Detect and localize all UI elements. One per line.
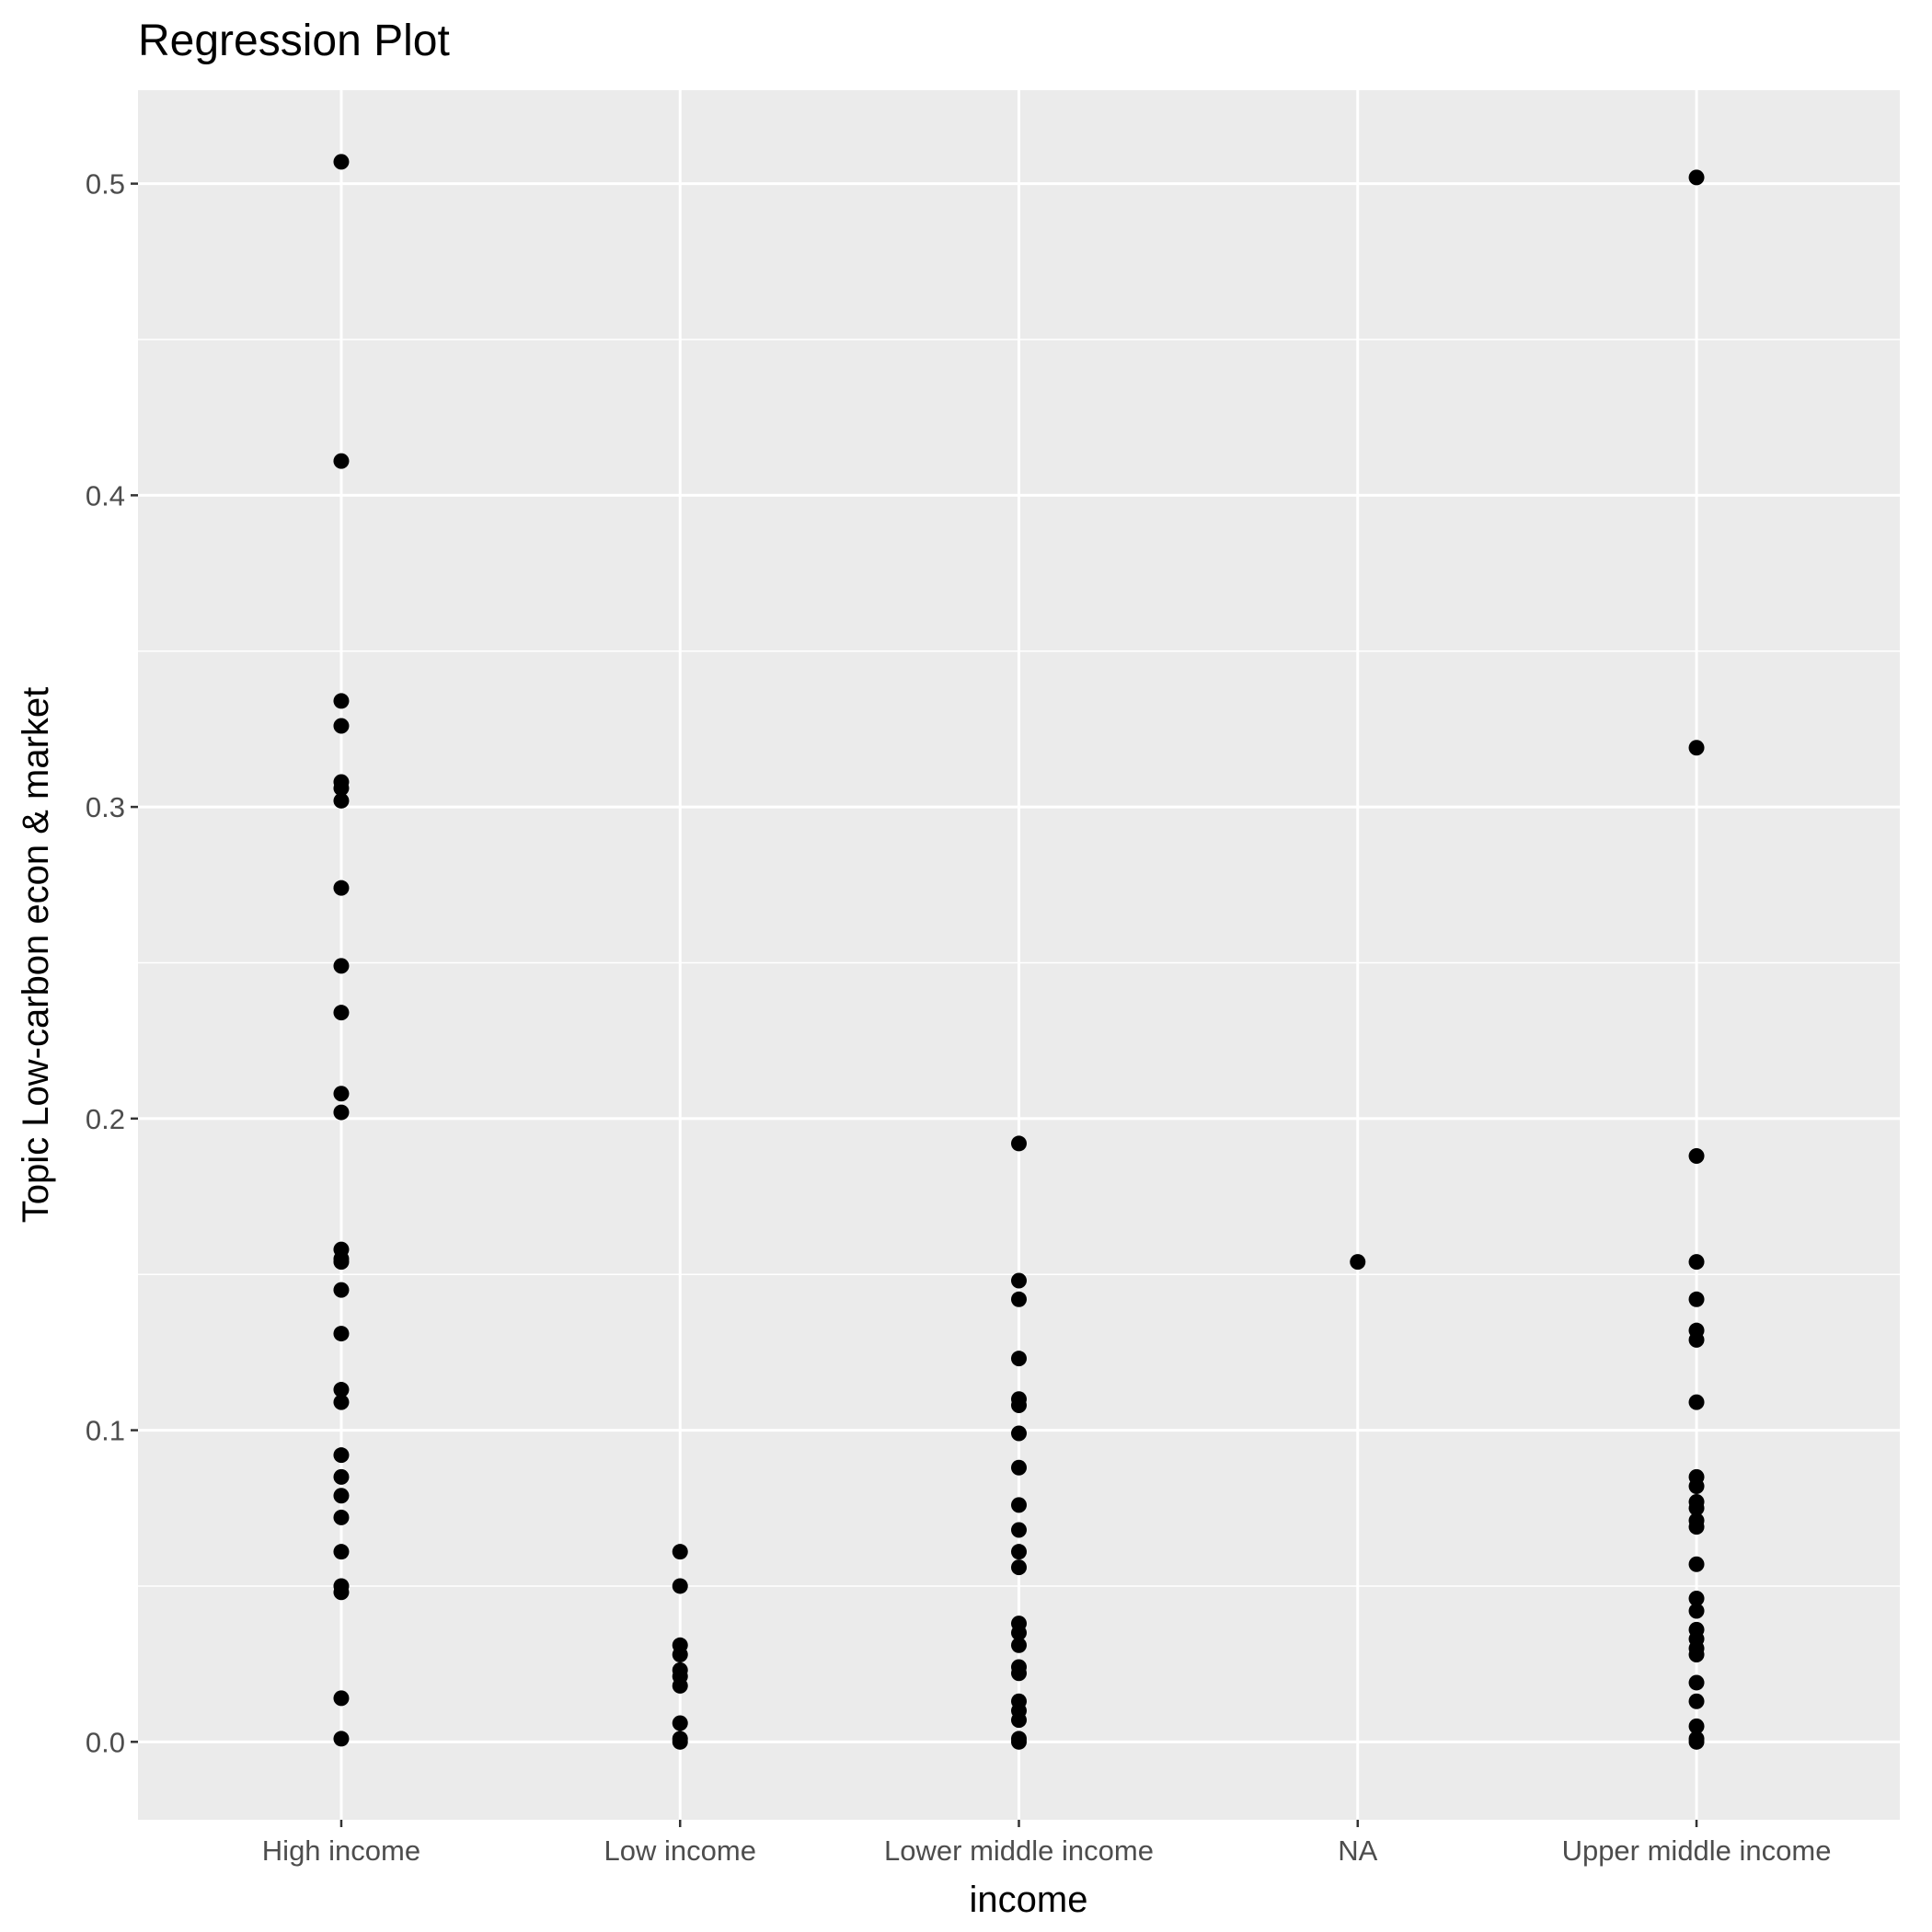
x-tick-label: Lower middle income	[884, 1834, 1154, 1867]
major-gridlines	[138, 90, 1900, 1820]
data-point	[333, 958, 350, 974]
y-tick-label: 0.2	[86, 1103, 125, 1135]
data-point	[1011, 1544, 1027, 1560]
data-point	[333, 1282, 350, 1298]
data-point	[1011, 1733, 1027, 1750]
data-point	[1688, 1147, 1705, 1164]
data-point	[333, 693, 350, 709]
data-point	[1688, 1603, 1705, 1619]
data-point	[1688, 169, 1705, 186]
x-axis: High income Low income Lower middle income…	[262, 1820, 1832, 1867]
data-point	[1688, 1693, 1705, 1709]
y-tick-label: 0.5	[86, 168, 125, 201]
data-point	[333, 1382, 350, 1398]
data-point	[1011, 1625, 1027, 1641]
y-tick-label: 0.1	[86, 1415, 125, 1447]
data-point	[672, 1646, 688, 1662]
data-point	[1011, 1497, 1027, 1513]
data-point	[672, 1578, 688, 1594]
data-point	[1688, 1478, 1705, 1495]
data-point	[672, 1677, 688, 1694]
data-point	[1011, 1397, 1027, 1413]
y-axis: 0.0 0.1 0.2 0.3 0.4 0.5	[86, 168, 138, 1758]
data-point	[1688, 1394, 1705, 1410]
data-point	[1688, 1500, 1705, 1516]
y-tick-label: 0.0	[86, 1726, 125, 1758]
data-point	[333, 1104, 350, 1121]
data-point	[672, 1715, 688, 1731]
data-point	[333, 1584, 350, 1601]
x-tick-label: NA	[1338, 1834, 1377, 1867]
y-tick-label: 0.3	[86, 791, 125, 823]
data-point	[672, 1733, 688, 1750]
data-point	[1011, 1351, 1027, 1367]
data-point	[333, 880, 350, 896]
data-point	[333, 1488, 350, 1504]
chart-title: Regression Plot	[138, 17, 450, 65]
data-point	[333, 1731, 350, 1747]
data-point	[1011, 1522, 1027, 1538]
data-point	[1688, 1519, 1705, 1535]
data-point	[333, 1544, 350, 1560]
x-tick-label: Upper middle income	[1562, 1834, 1832, 1867]
data-point	[333, 792, 350, 809]
data-point	[333, 718, 350, 734]
data-point	[333, 1468, 350, 1485]
x-tick-label: High income	[262, 1834, 420, 1867]
x-tick-label: Low income	[604, 1834, 756, 1867]
data-point	[1011, 1665, 1027, 1682]
data-point	[1011, 1459, 1027, 1476]
data-point	[672, 1544, 688, 1560]
data-point	[1688, 1733, 1705, 1750]
data-point	[1011, 1712, 1027, 1729]
data-point	[1688, 1254, 1705, 1271]
data-point	[1688, 1590, 1705, 1606]
y-tick-label: 0.4	[86, 479, 125, 512]
data-point	[333, 1254, 350, 1271]
data-point	[333, 1509, 350, 1525]
y-axis-title: Topic Low-carbon econ & market	[16, 687, 56, 1224]
data-point	[1688, 1718, 1705, 1734]
data-point	[1011, 1272, 1027, 1289]
data-point	[1011, 1291, 1027, 1307]
data-point	[1350, 1254, 1366, 1271]
data-point	[1011, 1637, 1027, 1653]
data-point	[333, 453, 350, 469]
data-point	[1011, 1559, 1027, 1576]
data-points	[333, 154, 1705, 1750]
data-point	[333, 1394, 350, 1410]
data-point	[1011, 1425, 1027, 1442]
data-point	[333, 1005, 350, 1021]
data-point	[333, 780, 350, 797]
data-point	[333, 1086, 350, 1102]
data-point	[1688, 1291, 1705, 1307]
data-point	[333, 1690, 350, 1707]
data-point	[1688, 1331, 1705, 1348]
data-point	[333, 154, 350, 170]
data-point	[1688, 740, 1705, 756]
data-point	[333, 1326, 350, 1342]
data-point	[1011, 1135, 1027, 1152]
data-point	[1688, 1646, 1705, 1662]
data-point	[1688, 1556, 1705, 1572]
data-point	[333, 1447, 350, 1464]
data-point	[1688, 1674, 1705, 1691]
x-axis-title: income	[970, 1880, 1088, 1920]
